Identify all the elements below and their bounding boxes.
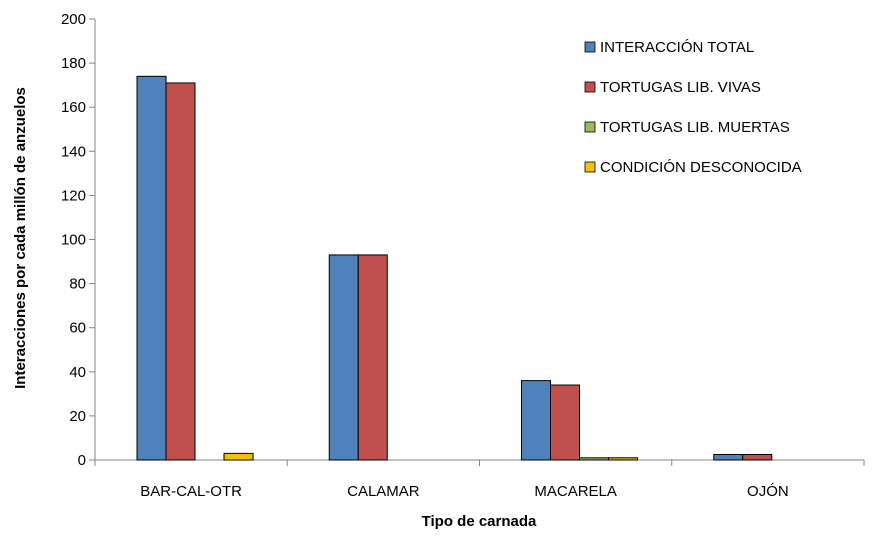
x-tick-label: CALAMAR (347, 483, 420, 500)
y-tick-label: 80 (69, 276, 86, 293)
y-tick-label: 100 (61, 232, 86, 249)
bar (608, 457, 638, 461)
bar (579, 457, 609, 461)
y-tick-label: 140 (61, 143, 86, 160)
legend-label: TORTUGAS LIB. VIVAS (600, 79, 761, 96)
legend-label: INTERACCIÓN TOTAL (600, 39, 754, 56)
x-tick-label: OJÓN (747, 483, 789, 500)
y-axis-title: Interacciones por cada millón de anzuelo… (12, 87, 29, 389)
x-tick-label: MACARELA (534, 483, 617, 500)
legend-swatch (584, 81, 596, 93)
bar (328, 254, 359, 461)
legend-swatch (584, 41, 596, 53)
bar (223, 452, 254, 461)
bar (165, 82, 196, 461)
bar (713, 453, 744, 461)
y-tick-label: 120 (61, 187, 86, 204)
y-tick-label: 40 (69, 364, 86, 381)
bar (136, 75, 167, 461)
legend-swatch (584, 161, 596, 173)
bar (742, 453, 773, 461)
bar (357, 254, 388, 461)
bar (550, 384, 580, 461)
bar (521, 380, 551, 461)
x-axis-title: Tipo de carnada (422, 513, 537, 530)
y-tick-label: 60 (69, 320, 86, 337)
x-tick-label: BAR-CAL-OTR (140, 483, 242, 500)
legend-label: CONDICIÓN DESCONOCIDA (600, 159, 802, 176)
y-tick-label: 200 (61, 11, 86, 28)
legend-label: TORTUGAS LIB. MUERTAS (600, 119, 790, 136)
y-tick-label: 0 (78, 452, 86, 469)
y-tick-label: 180 (61, 55, 86, 72)
legend-swatch (584, 121, 596, 133)
legend: INTERACCIÓN TOTAL TORTUGAS LIB. VIVAS TORT… (584, 39, 802, 176)
tick-labels: 0 20 40 60 80 100 120 140 160 180 200 BAR-CAL-OTR CA… (61, 11, 789, 500)
y-tick-label: 160 (61, 99, 86, 116)
y-tick-label: 20 (69, 408, 86, 425)
bars (136, 75, 773, 461)
